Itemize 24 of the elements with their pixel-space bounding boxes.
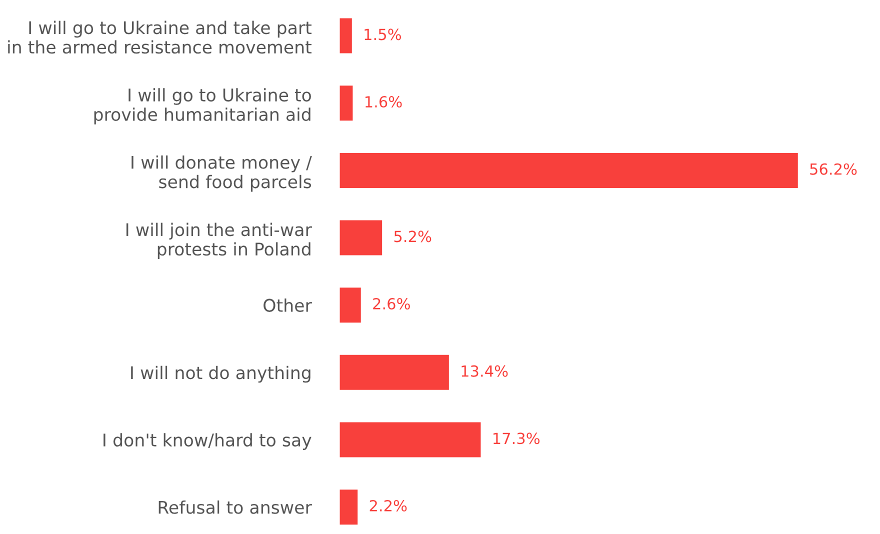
data-label: 1.6% [366,96,402,108]
y-tick-label: I will not do anything [131,366,310,383]
data-label: 2.6% [373,298,410,310]
bar [340,354,449,390]
y-tick-label: Refusal to answer [158,500,312,514]
bar [340,490,358,525]
y-tick-label: Other [264,298,312,312]
bar [340,152,798,188]
data-label: 17.3% [494,432,540,444]
bar [340,220,382,256]
data-label: 5.2% [394,230,432,242]
y-tick-label: I don't know/hard to say [104,433,312,450]
y-tick-label: I will go to Ukraine to provide humanitarian aid [94,88,311,124]
bar [340,422,481,458]
bar [340,288,361,323]
y-tick-label: I will donate money / send food parcels [132,155,312,192]
y-tick-label: I will go to Ukraine and take part in the armed resistance movement [8,20,312,54]
data-label: 56.2% [810,163,857,175]
bar [340,18,352,54]
data-label: 2.2% [370,500,407,512]
data-label: 1.5% [364,28,401,40]
data-label: 13.4% [462,365,508,377]
bar [340,86,353,121]
y-tick-label: I will join the anti-war protests in Poland [126,222,312,260]
